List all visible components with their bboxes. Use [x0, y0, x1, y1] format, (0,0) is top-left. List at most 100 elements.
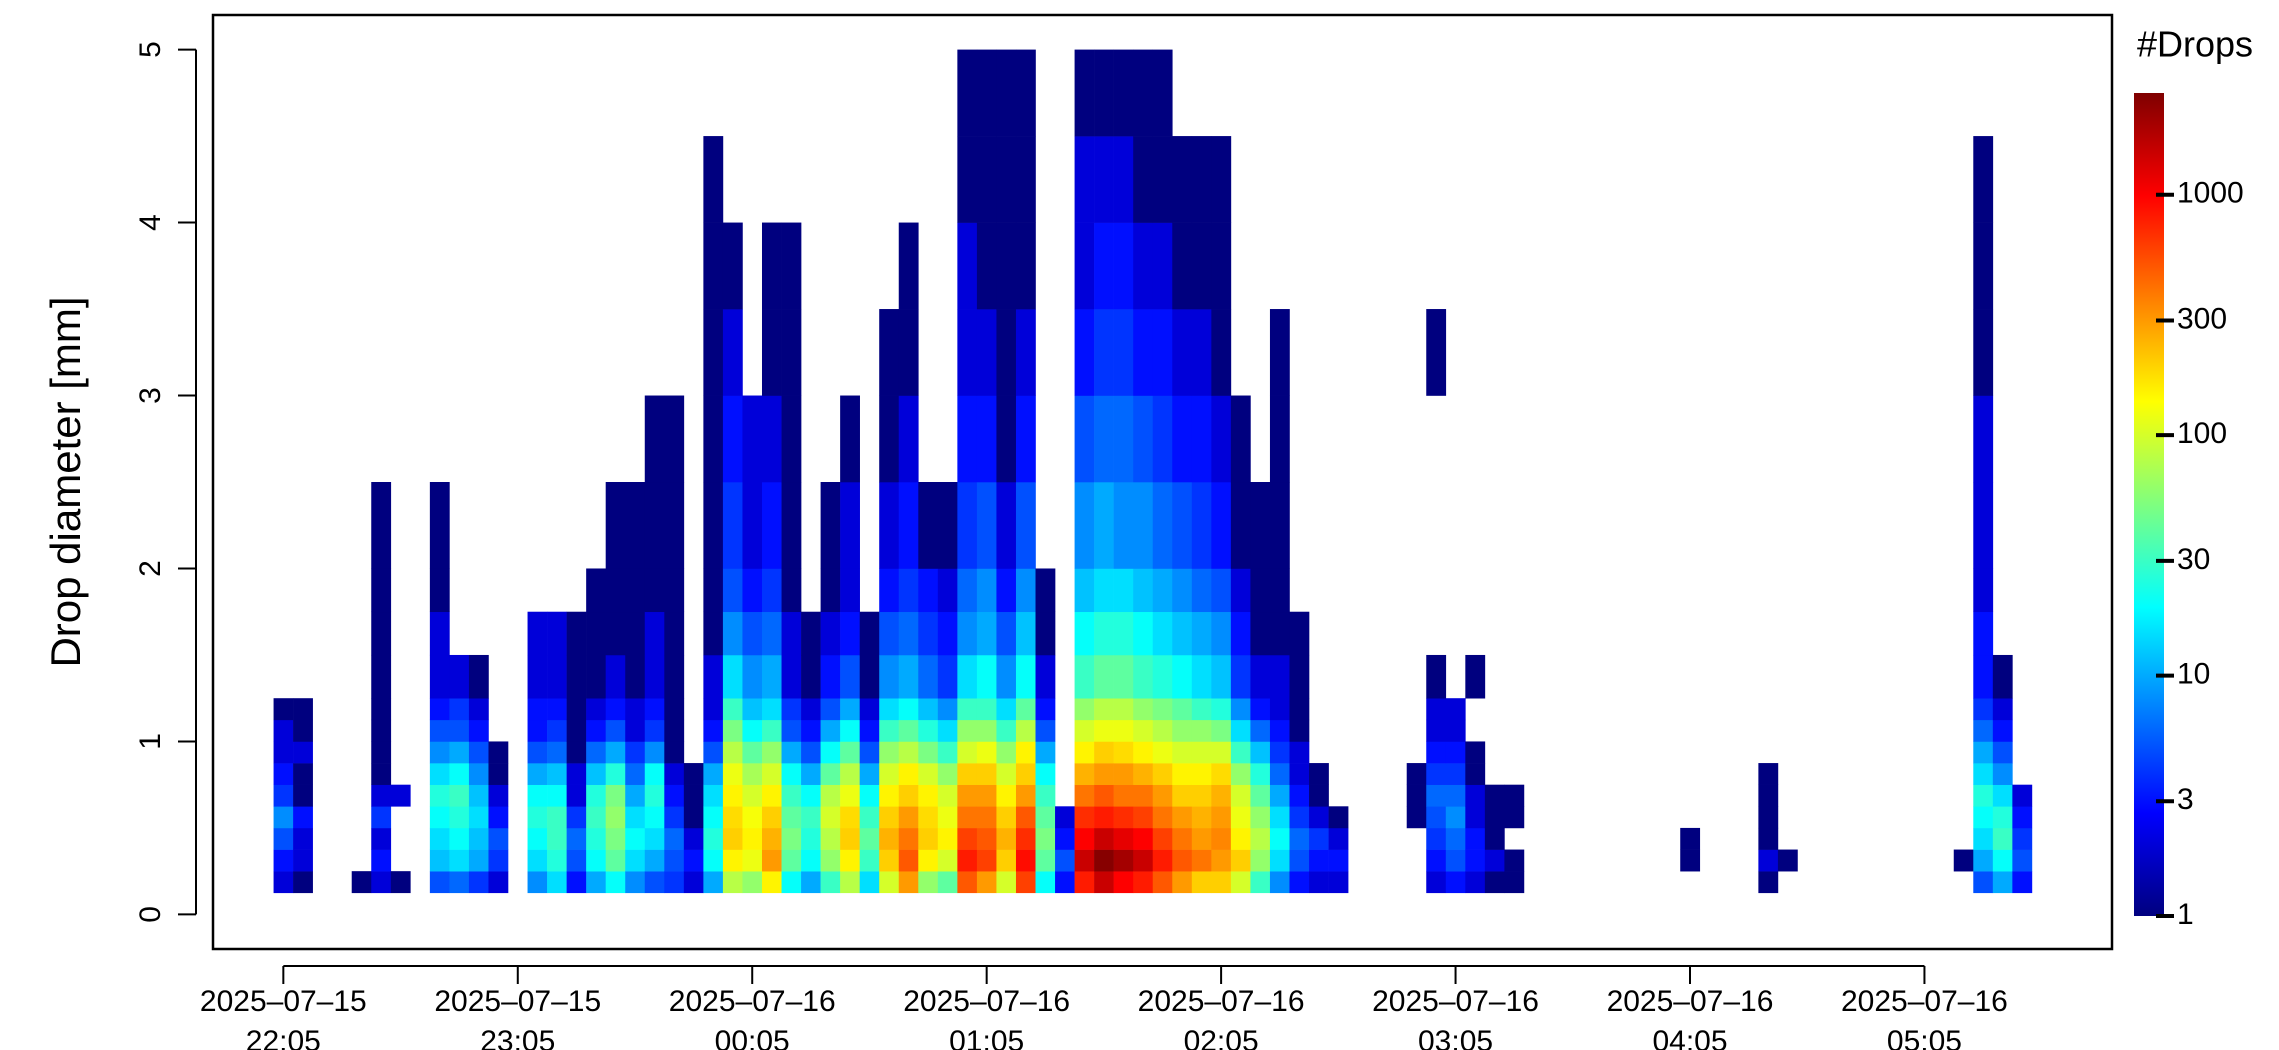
heatmap-cell	[996, 871, 1017, 894]
heatmap-cell	[976, 698, 997, 721]
heatmap-cell	[722, 806, 743, 829]
heatmap-cell	[801, 698, 821, 721]
heatmap-cell	[1113, 806, 1134, 829]
heatmap-cell	[664, 849, 685, 872]
heatmap-cell	[703, 741, 724, 764]
heatmap-cell	[644, 871, 665, 894]
heatmap-cell	[820, 568, 841, 613]
heatmap-cell	[1074, 482, 1095, 569]
heatmap-cell	[918, 871, 939, 894]
heatmap-cell	[1309, 784, 1329, 807]
heatmap-cell	[1211, 222, 1232, 310]
heatmap-cell	[547, 698, 567, 721]
heatmap-cell	[859, 654, 880, 699]
heatmap-cell	[566, 611, 587, 656]
heatmap-cell	[781, 611, 802, 656]
heatmap-cell	[1504, 784, 1525, 807]
heatmap-cell	[859, 849, 880, 872]
heatmap-cell	[742, 871, 763, 894]
heatmap-cell	[957, 741, 978, 764]
x-tick-label: 2025–07–15 22:05	[199, 985, 367, 1050]
heatmap-cell	[1152, 849, 1173, 872]
heatmap-cell	[273, 719, 294, 742]
heatmap-cell	[898, 741, 919, 764]
heatmap-cell	[703, 806, 724, 829]
heatmap-cell	[390, 784, 411, 807]
heatmap-cell	[1133, 741, 1154, 764]
heatmap-cell	[625, 827, 646, 850]
heatmap-cell	[1152, 784, 1173, 807]
heatmap-cell	[293, 784, 313, 807]
heatmap-cell	[1035, 698, 1056, 721]
heatmap-cell	[1113, 719, 1134, 742]
heatmap-cell	[1230, 395, 1251, 483]
heatmap-cell	[1758, 784, 1779, 807]
heatmap-cell	[1211, 806, 1232, 829]
heatmap-cell	[1230, 806, 1251, 829]
heatmap-cell	[898, 871, 919, 894]
heatmap-cell	[1094, 136, 1114, 223]
heatmap-cell	[625, 568, 646, 613]
heatmap-cell	[840, 482, 860, 569]
heatmap-cell	[586, 763, 606, 785]
heatmap-cell	[761, 222, 782, 310]
heatmap-cell	[1113, 568, 1134, 613]
heatmap-cell	[781, 222, 802, 310]
heatmap-cell	[1426, 827, 1447, 850]
heatmap-cell	[527, 871, 548, 894]
heatmap-cell	[918, 719, 939, 742]
heatmap-cell	[1289, 806, 1310, 829]
heatmap-cell	[1992, 784, 2013, 807]
heatmap-cell	[1973, 763, 1994, 785]
heatmap-cell	[1074, 698, 1095, 721]
heatmap-cell	[1484, 849, 1505, 872]
heatmap-cell	[879, 784, 900, 807]
heatmap-cell	[820, 482, 841, 569]
heatmap-cell	[1211, 763, 1232, 785]
heatmap-cell	[605, 482, 626, 569]
heatmap-cell	[1015, 719, 1036, 742]
heatmap-cell	[1465, 784, 1486, 807]
heatmap-cell	[957, 654, 978, 699]
heatmap-cell	[957, 49, 978, 137]
heatmap-cell	[586, 654, 606, 699]
heatmap-cell	[742, 849, 763, 872]
heatmap-cell	[1113, 49, 1134, 137]
heatmap-cell	[1484, 806, 1505, 829]
heatmap-cell	[625, 871, 646, 894]
heatmap-cell	[1191, 482, 1212, 569]
heatmap-cell	[742, 784, 763, 807]
heatmap-cell	[957, 849, 978, 872]
heatmap-cell	[1152, 741, 1173, 764]
heatmap-cell	[1973, 784, 1994, 807]
heatmap-cell	[1035, 849, 1056, 872]
heatmap-cell	[488, 763, 509, 785]
heatmap-cell	[1035, 763, 1056, 785]
heatmap-cell	[1426, 309, 1447, 396]
heatmap-cell	[273, 827, 294, 850]
heatmap-cell	[996, 136, 1017, 223]
heatmap-cell	[1035, 654, 1056, 699]
heatmap-cell	[586, 806, 606, 829]
heatmap-cell	[1172, 827, 1193, 850]
heatmap-cell	[898, 222, 919, 310]
heatmap-cell	[586, 719, 606, 742]
heatmap-cell	[1406, 806, 1427, 829]
heatmap-cell	[957, 763, 978, 785]
heatmap-cell	[1015, 741, 1036, 764]
heatmap-cell	[605, 719, 626, 742]
heatmap-cell	[976, 222, 997, 310]
heatmap-cell	[429, 654, 450, 699]
heatmap-cell	[957, 309, 978, 396]
heatmap-cell	[449, 698, 470, 721]
heatmap-cell	[1015, 309, 1036, 396]
heatmap-cell	[1309, 849, 1329, 872]
heatmap-cell	[1035, 741, 1056, 764]
heatmap-cell	[449, 719, 470, 742]
heatmap-cell	[1230, 871, 1251, 894]
heatmap-cell	[586, 871, 606, 894]
colorbar-tick-label: 3	[2177, 783, 2194, 816]
heatmap-cell	[976, 849, 997, 872]
heatmap-cell	[1211, 849, 1232, 872]
heatmap-cell	[664, 871, 685, 894]
